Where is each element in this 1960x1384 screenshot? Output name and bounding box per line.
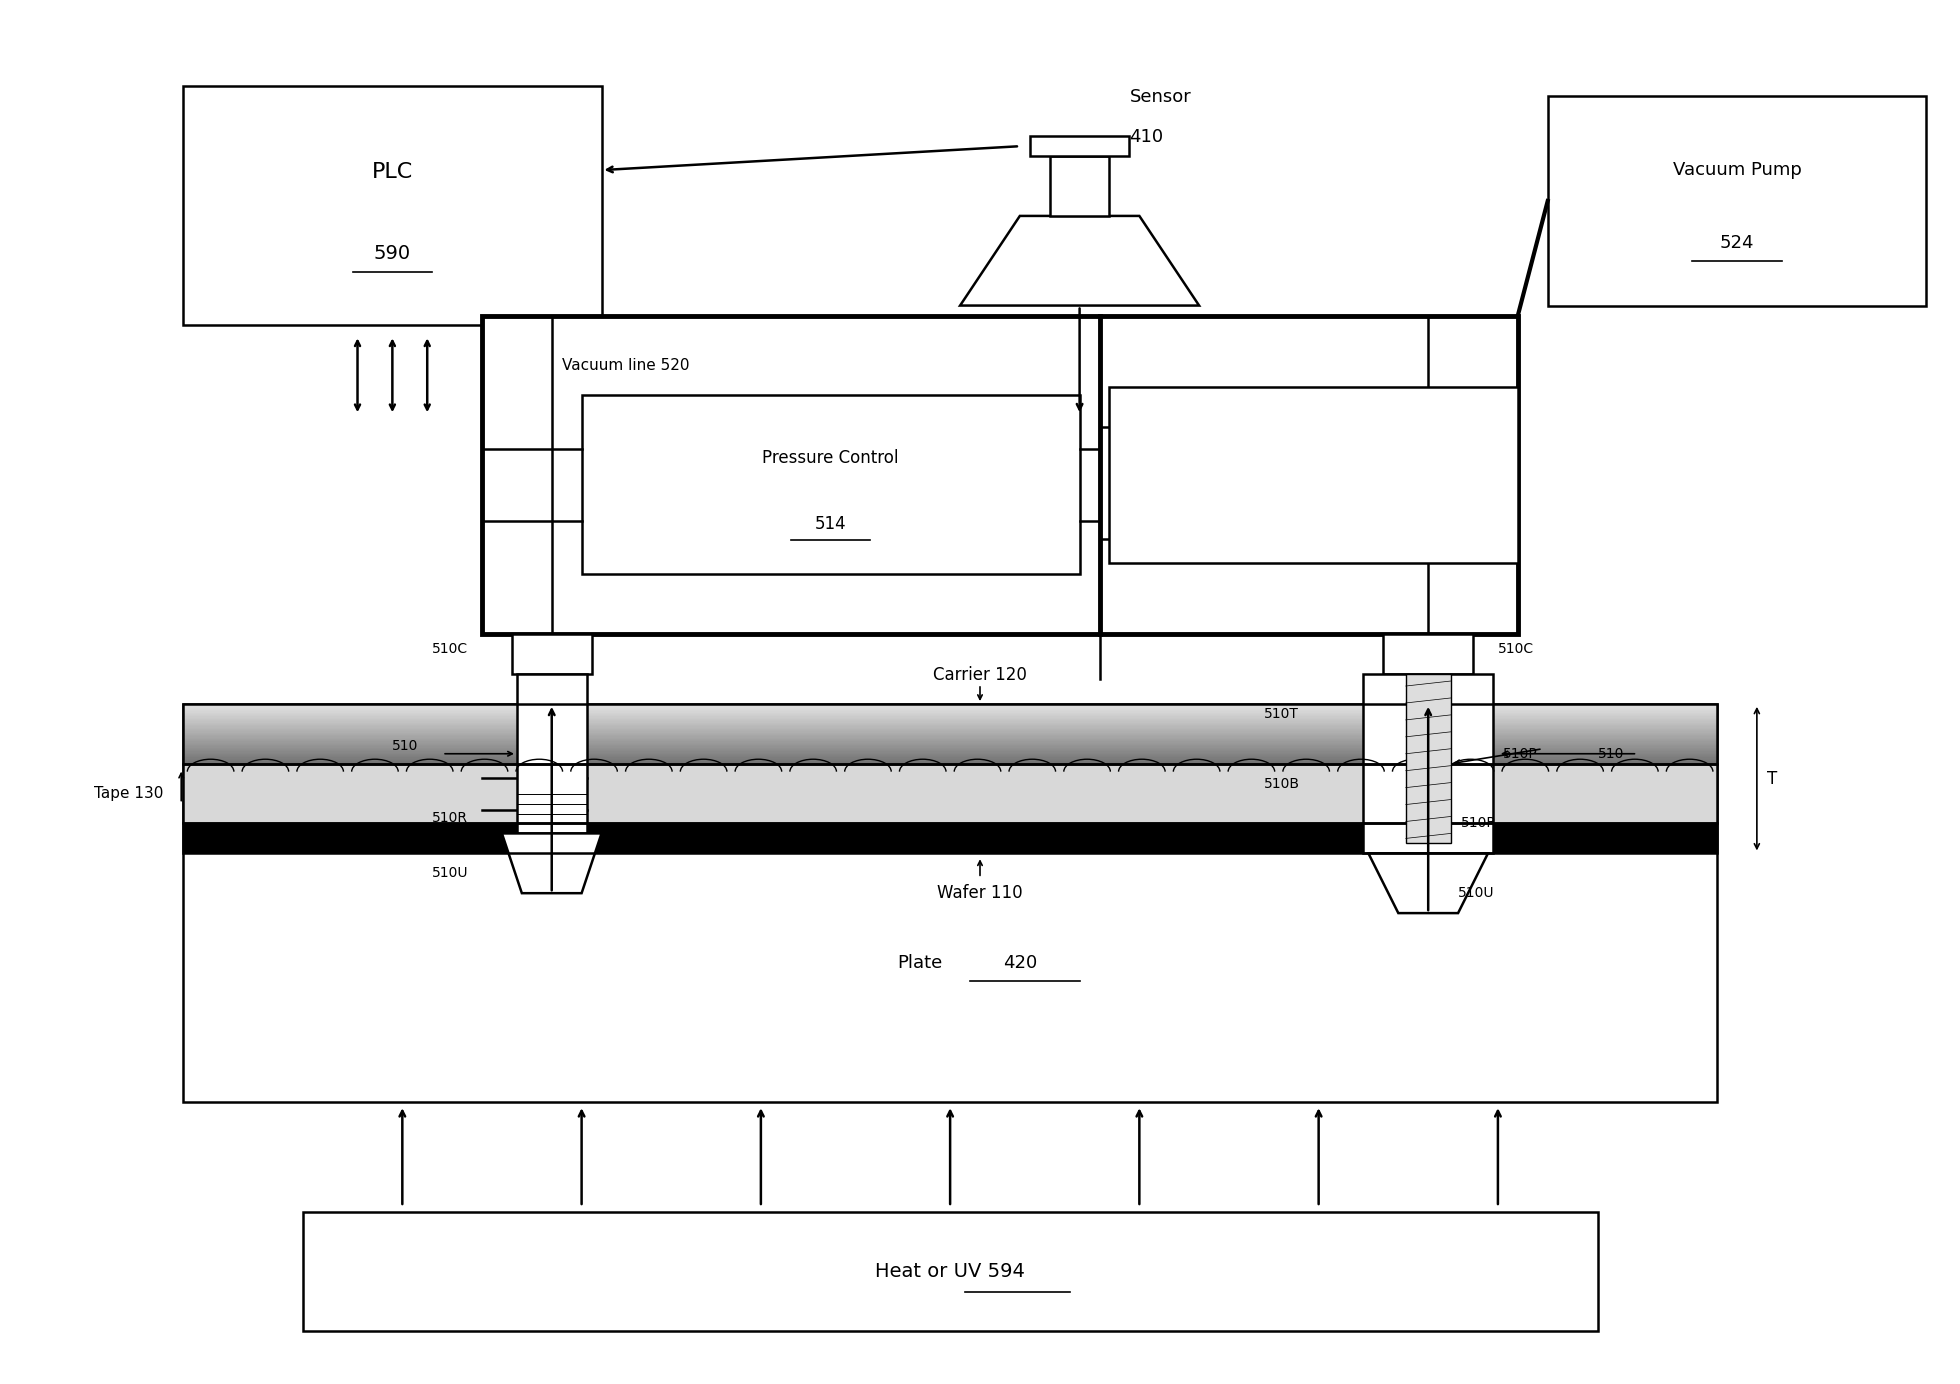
Text: Plate: Plate [898, 954, 943, 972]
Text: Wafer 110: Wafer 110 [937, 884, 1023, 902]
Text: 410: 410 [1129, 129, 1164, 147]
Text: Tape 130: Tape 130 [94, 786, 163, 801]
Bar [182, 823, 1717, 854]
Bar [182, 704, 1717, 1102]
Text: 510U: 510U [1458, 886, 1495, 900]
Text: 510R: 510R [433, 811, 468, 825]
Text: 510: 510 [392, 739, 419, 753]
Bar [517, 674, 586, 833]
Text: 510B: 510B [1264, 776, 1299, 790]
Text: Heat or UV 594: Heat or UV 594 [876, 1262, 1025, 1282]
Text: 420: 420 [1004, 954, 1037, 972]
Text: Pressure Control: Pressure Control [762, 448, 900, 466]
Text: T: T [1766, 770, 1778, 787]
Bar [182, 86, 602, 325]
Polygon shape [1368, 854, 1488, 913]
Bar [182, 764, 1717, 823]
Bar [1384, 634, 1474, 674]
Bar [1109, 388, 1517, 562]
Text: 510: 510 [1597, 747, 1625, 761]
Text: Sensor: Sensor [1129, 89, 1192, 107]
Text: 510U: 510U [433, 866, 468, 880]
Bar [1364, 674, 1494, 854]
Bar [182, 764, 1717, 823]
Text: 514: 514 [815, 515, 847, 533]
Text: Carrier 120: Carrier 120 [933, 666, 1027, 684]
Text: 510P: 510P [1503, 747, 1539, 761]
Text: 524: 524 [1719, 234, 1754, 252]
Bar [1029, 136, 1129, 156]
Text: PLC: PLC [372, 162, 414, 183]
Polygon shape [502, 833, 602, 893]
Text: 510R: 510R [1460, 817, 1497, 830]
Bar [1405, 674, 1450, 843]
Bar [1548, 97, 1927, 306]
Text: 590: 590 [374, 244, 412, 263]
Polygon shape [960, 216, 1200, 306]
Bar [182, 823, 1717, 854]
Text: 510C: 510C [1497, 642, 1535, 656]
Text: 510C: 510C [433, 642, 468, 656]
Bar [1051, 156, 1109, 216]
Bar [302, 1212, 1597, 1331]
Text: Vacuum Pump: Vacuum Pump [1672, 161, 1801, 179]
Bar [582, 396, 1080, 574]
Bar [482, 316, 1517, 634]
Bar [512, 634, 592, 674]
Text: 510T: 510T [1264, 707, 1299, 721]
Text: Vacuum line 520: Vacuum line 520 [563, 358, 690, 372]
Bar [182, 704, 1717, 764]
